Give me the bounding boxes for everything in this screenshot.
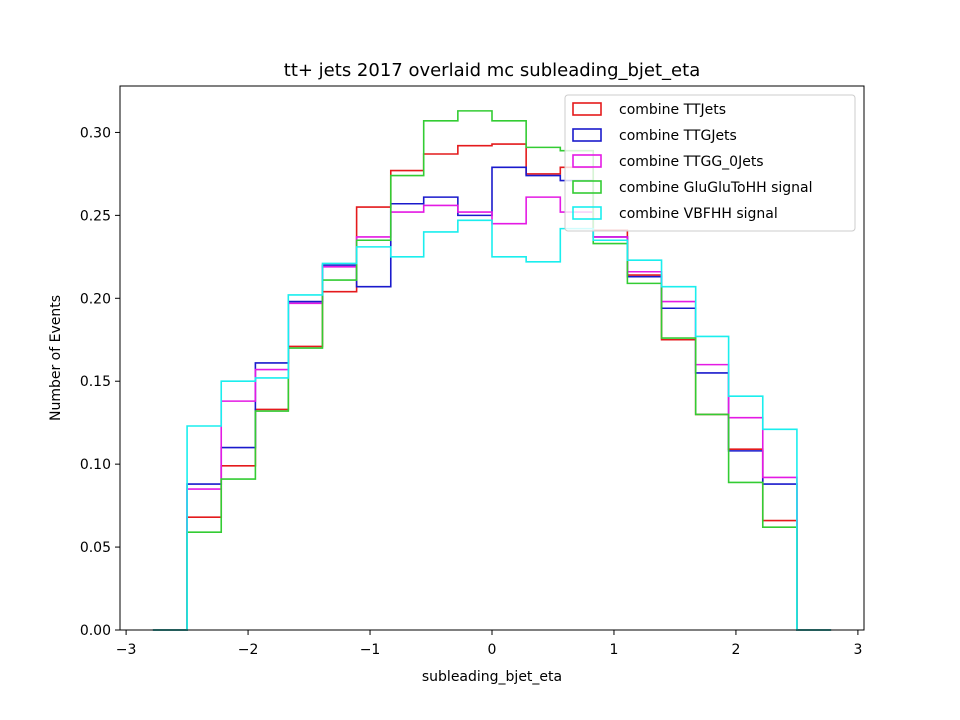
series-line-2 — [152, 196, 832, 631]
x-tick-label-2: −1 — [360, 642, 381, 658]
legend-label-4: combine VBFHH signal — [619, 206, 778, 222]
legend-swatch-2 — [572, 154, 602, 168]
legend-label-1: combine TTGJets — [619, 128, 737, 144]
y-tick-label-5: 0.25 — [80, 208, 111, 224]
legend-swatch-3 — [572, 180, 602, 194]
legend-label-2: combine TTGG_0Jets — [619, 154, 764, 170]
legend-box — [564, 94, 856, 232]
legend-label-0: combine TTJets — [619, 102, 726, 118]
x-axis-label: subleading_bjet_eta — [422, 669, 562, 685]
y-tick-label-4: 0.20 — [80, 291, 111, 307]
series-line-1 — [152, 166, 832, 631]
x-tick-label-0: −3 — [116, 642, 137, 658]
y-tick-label-2: 0.10 — [80, 457, 111, 473]
chart-title: tt+ jets 2017 overlaid mc subleading_bje… — [284, 60, 700, 81]
legend-swatch-0 — [572, 102, 602, 116]
legend-swatch-4 — [572, 206, 602, 220]
y-tick-label-3: 0.15 — [80, 374, 111, 390]
x-tick-label-4: 1 — [610, 642, 619, 658]
legend-label-3: combine GluGluToHH signal — [619, 180, 813, 196]
plot-area: −3 −2 −1 0 1 2 3 0.00 0.05 0.10 0.15 0.20 0.25 0.30 co… — [80, 85, 865, 658]
y-tick-label-6: 0.30 — [80, 125, 111, 141]
y-axis-label: Number of Events — [48, 295, 64, 421]
x-tick-label-5: 2 — [731, 642, 740, 658]
x-tick-label-3: 0 — [488, 642, 497, 658]
x-tick-label-1: −2 — [238, 642, 259, 658]
series-line-3 — [152, 110, 832, 631]
series-line-4 — [152, 219, 832, 631]
y-tick-label-0: 0.00 — [80, 623, 111, 639]
y-tick-label-1: 0.05 — [80, 540, 111, 556]
x-tick-label-6: 3 — [853, 642, 862, 658]
legend-swatch-1 — [572, 128, 602, 142]
